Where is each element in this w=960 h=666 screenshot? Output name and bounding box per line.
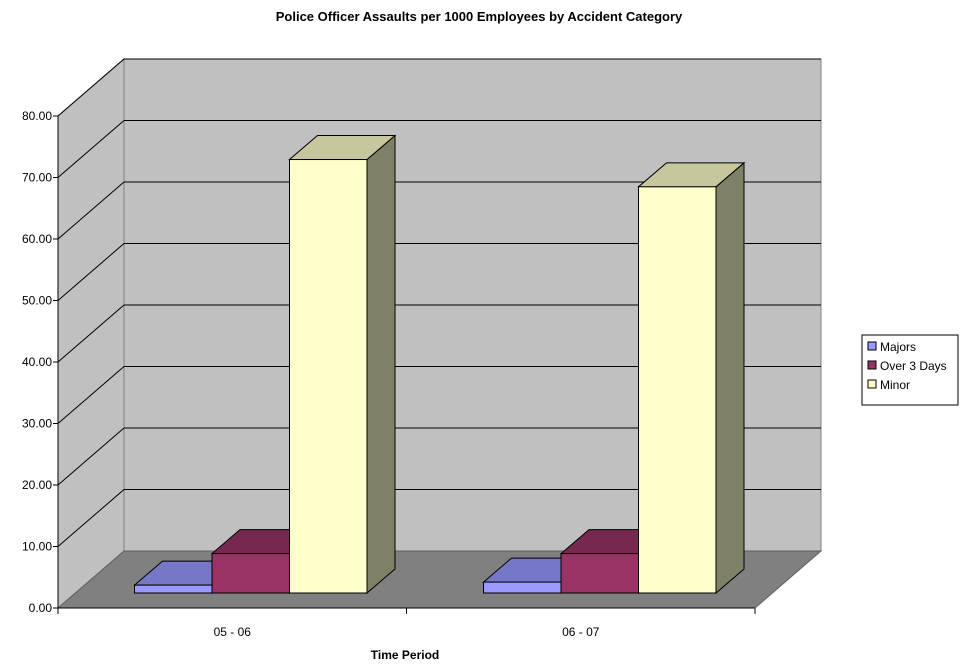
bar-front <box>483 581 562 594</box>
bar-side <box>715 161 745 595</box>
bar-side <box>366 134 396 595</box>
gridline-side <box>57 58 125 117</box>
gridline-side <box>57 489 125 547</box>
bar-front <box>289 159 368 594</box>
bars <box>133 134 746 595</box>
gridline-side <box>57 181 125 240</box>
legend-label: Minor <box>880 378 910 392</box>
gridline-side <box>57 366 125 424</box>
x-axis-title: Time Period <box>371 648 439 662</box>
legend-swatch <box>867 360 877 370</box>
y-tick-label: 0.00 <box>29 601 53 615</box>
legend-box <box>861 334 959 406</box>
bar-minor <box>288 134 397 595</box>
bar-front <box>560 553 639 594</box>
y-tick-label: 30.00 <box>22 417 52 431</box>
bar-front <box>134 584 213 594</box>
y-tick-label: 20.00 <box>22 478 52 492</box>
y-tick-label: 10.00 <box>22 540 52 554</box>
legend-swatch <box>867 379 877 389</box>
y-tick-label: 50.00 <box>22 294 52 308</box>
chart-title: Police Officer Assaults per 1000 Employe… <box>276 9 683 24</box>
gridline-side <box>57 304 125 363</box>
bar-front <box>638 186 717 594</box>
bar-minor <box>637 161 746 595</box>
legend: Majors Over 3 Days Minor <box>861 334 959 406</box>
legend-swatch <box>867 341 877 351</box>
gridline-side <box>57 427 125 486</box>
x-axis: 05 - 06 06 - 07 <box>57 607 756 639</box>
bar-front <box>211 553 290 594</box>
legend-label: Over 3 Days <box>880 359 947 373</box>
y-tick-label: 60.00 <box>22 232 52 246</box>
gridline-side <box>57 120 125 178</box>
y-tick-label: 40.00 <box>22 355 52 369</box>
y-tick-label: 80.00 <box>22 109 52 123</box>
legend-label: Majors <box>880 340 916 354</box>
y-axis: 0.00 10.00 20.00 30.00 40.00 50.00 60.00 70.00 8… <box>22 109 59 615</box>
x-tick-label: 05 - 06 <box>214 625 252 639</box>
gridline-side <box>57 243 125 301</box>
y-tick-label: 70.00 <box>22 171 52 185</box>
x-tick-label: 06 - 07 <box>562 625 600 639</box>
